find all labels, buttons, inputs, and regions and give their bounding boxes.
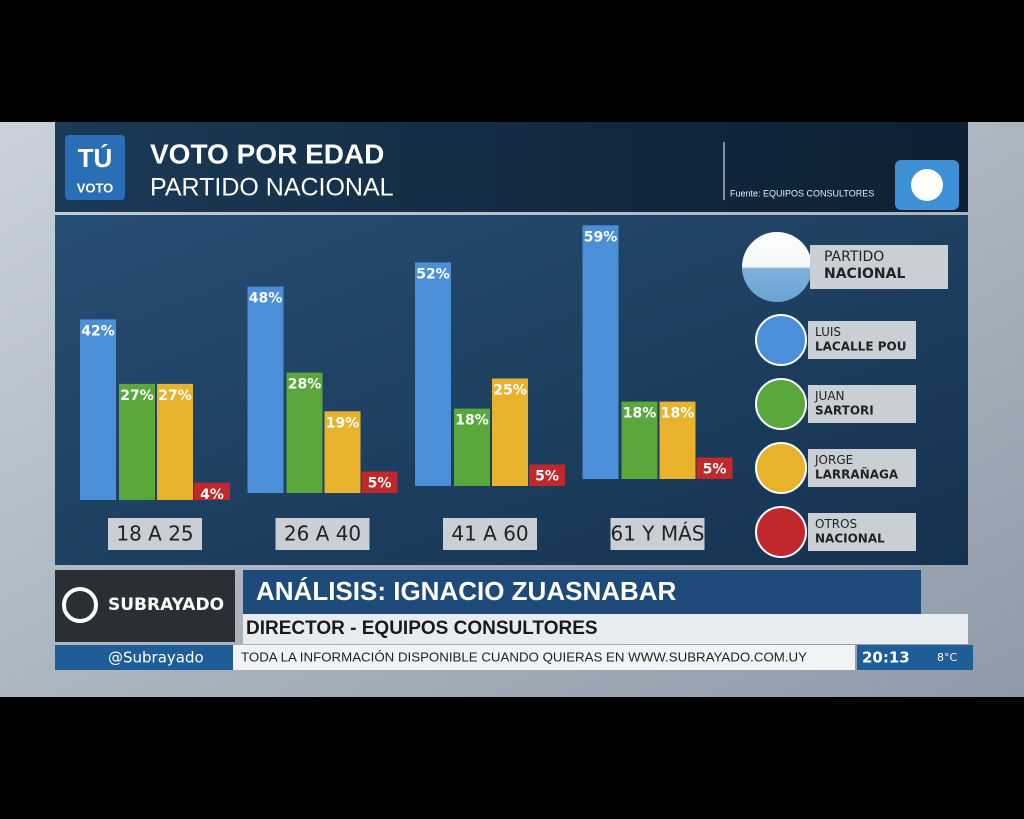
x-tick-label: 61 Y MÁS: [610, 522, 704, 546]
legend-label: JORGE LARRAÑAGA: [814, 453, 899, 481]
brand-box: [55, 570, 235, 642]
value-label: 28%: [288, 377, 322, 393]
lower-subtitle: DIRECTOR - EQUIPOS CONSULTORES: [246, 618, 598, 639]
value-label: 19%: [326, 415, 360, 431]
brand: SUBRAYADO: [108, 595, 224, 615]
ticker-bar: [233, 645, 855, 670]
bar: [324, 411, 361, 493]
legend-box: [810, 245, 948, 289]
legend-box: [808, 449, 916, 487]
value-label: 18%: [623, 406, 657, 422]
value-label: 18%: [661, 406, 695, 422]
header-panel: [55, 122, 968, 212]
bar: [247, 286, 284, 493]
clock-box: [857, 645, 973, 670]
value-label: 27%: [158, 388, 192, 404]
value-label: 25%: [493, 383, 527, 399]
value-label: 5%: [703, 462, 727, 478]
bar: [194, 482, 230, 500]
legend-box: [808, 321, 916, 359]
legend-title: PARTIDO NACIONAL: [824, 249, 905, 282]
handle-box: [55, 645, 233, 670]
logo-text: TÚ: [78, 143, 113, 173]
bar: [286, 372, 323, 493]
bar: [119, 383, 155, 500]
title: VOTO POR EDAD: [150, 138, 384, 169]
bar: [529, 464, 565, 486]
chart: 18 A 25 42% 27% 27% 4% 26 A 40 48% 28% 19% 5% 41 A…: [80, 225, 948, 558]
legend-box: [808, 513, 916, 551]
bar: [659, 401, 696, 479]
legend-marker: [755, 442, 807, 494]
bar: [415, 262, 451, 486]
ticker-text: TODA LA INFORMACIÓN DISPONIBLE CUANDO QU…: [241, 649, 807, 664]
legend-label: OTROS NACIONAL: [815, 517, 885, 545]
handle: @Subrayado: [108, 649, 204, 667]
legend-label: JUAN SARTORI: [814, 389, 874, 417]
x-tick-label: 18 A 25: [116, 522, 193, 546]
channel-logo: [911, 169, 943, 201]
bar: [454, 408, 490, 486]
value-label: 48%: [249, 291, 283, 307]
bar: [582, 225, 619, 479]
category-box: [275, 518, 370, 550]
subtitle-bar: [243, 614, 968, 644]
bar: [492, 378, 528, 486]
legend-label: LUIS LACALLE POU: [815, 325, 906, 353]
temperature: 8°C: [937, 651, 957, 664]
title-bar: [243, 570, 921, 614]
bar: [696, 457, 733, 479]
value-label: 4%: [200, 487, 224, 503]
legend-marker: [755, 314, 807, 366]
logo-text: VOTO: [77, 180, 114, 195]
legend-box: [808, 385, 916, 423]
value-label: 59%: [584, 229, 618, 245]
value-label: 27%: [120, 388, 154, 404]
legend-marker: [755, 506, 807, 558]
category-box: [108, 518, 202, 550]
logo: [65, 135, 125, 200]
x-tick-label: 26 A 40: [284, 522, 361, 546]
time: 20:13: [862, 649, 910, 667]
x-tick-label: 41 A 60: [451, 522, 528, 546]
bar: [80, 319, 116, 500]
value-label: 42%: [81, 323, 115, 339]
category-box: [610, 518, 705, 550]
bar: [621, 401, 658, 479]
value-label: 5%: [368, 476, 392, 492]
legend-marker: [742, 232, 812, 302]
category-box: [443, 518, 537, 550]
value-label: 5%: [535, 469, 559, 485]
legend-marker: [755, 378, 807, 430]
value-label: 52%: [416, 266, 450, 282]
source: Fuente: EQUIPOS CONSULTORES: [730, 188, 874, 198]
subtitle: PARTIDO NACIONAL: [150, 174, 394, 202]
bar: [361, 471, 398, 493]
lower-title: ANÁLISIS: IGNACIO ZUASNABAR: [256, 576, 677, 606]
bar: [157, 383, 193, 500]
brand-logo: [62, 587, 98, 623]
value-label: 18%: [455, 413, 489, 429]
